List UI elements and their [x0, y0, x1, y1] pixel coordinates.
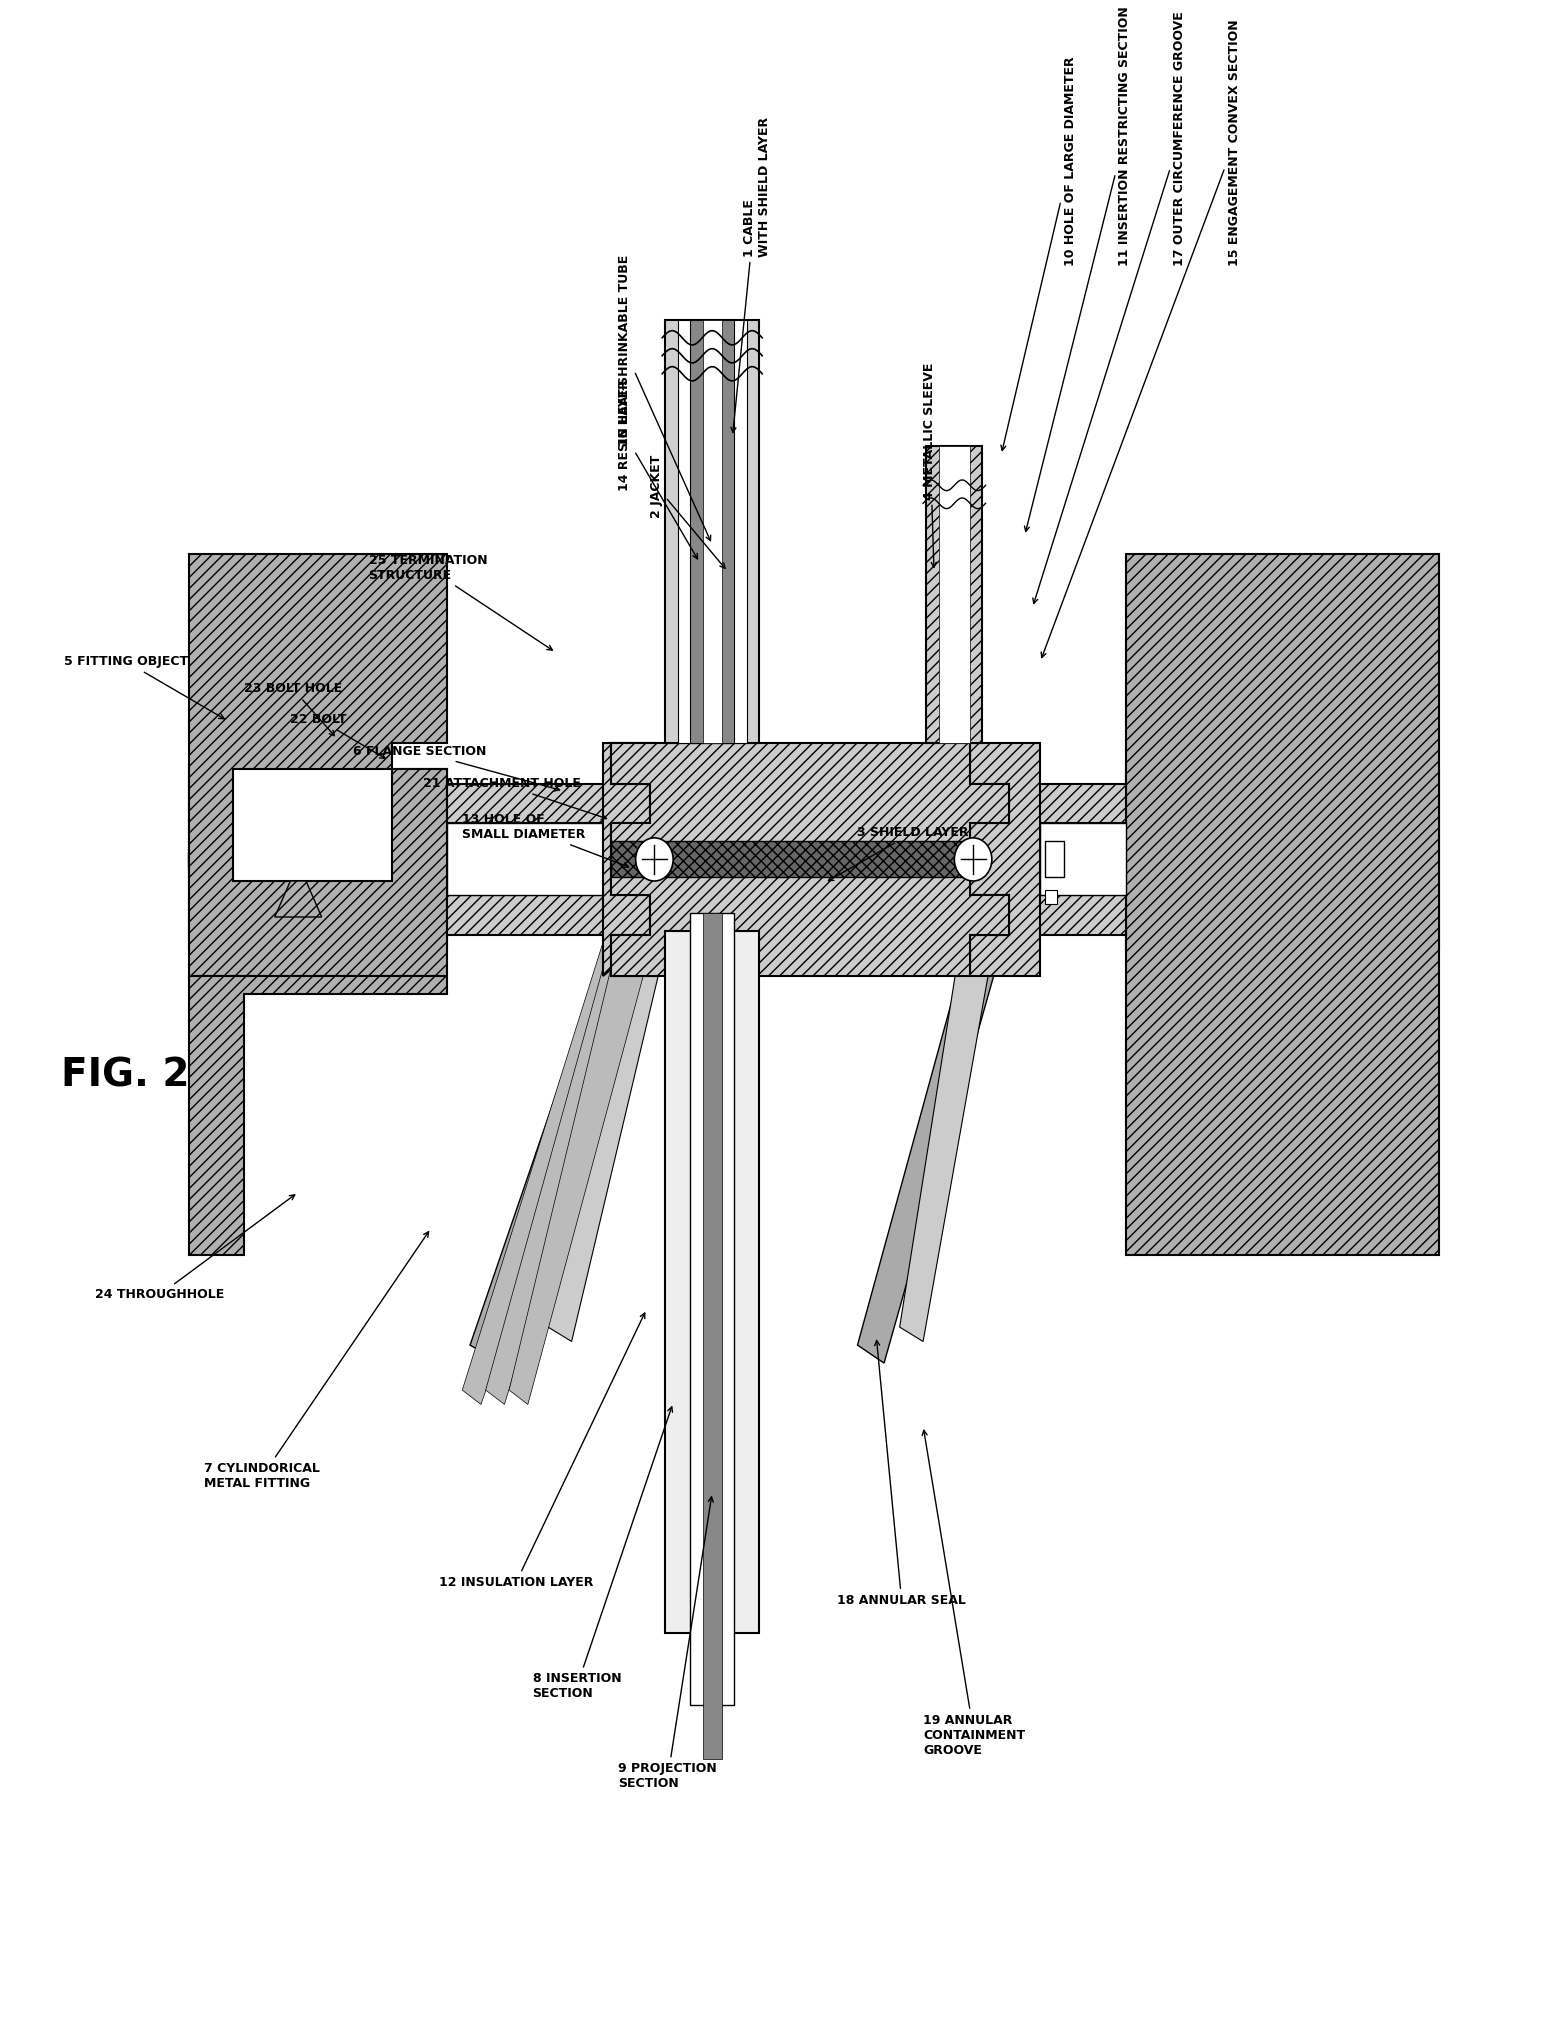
Polygon shape — [485, 940, 642, 1405]
Text: 25 TERMINATION
STRUCTURE: 25 TERMINATION STRUCTURE — [368, 554, 552, 650]
Bar — [703, 914, 721, 1758]
Text: 1 CABLE
WITH SHIELD LAYER: 1 CABLE WITH SHIELD LAYER — [731, 118, 772, 432]
Text: 10 HOLE OF LARGE DIAMETER: 10 HOLE OF LARGE DIAMETER — [1002, 57, 1077, 451]
Polygon shape — [509, 940, 649, 1405]
Text: 9 PROJECTION
SECTION: 9 PROJECTION SECTION — [618, 1496, 717, 1790]
Polygon shape — [1127, 769, 1438, 950]
Text: 13 HOLE OF
SMALL DIAMETER: 13 HOLE OF SMALL DIAMETER — [462, 814, 629, 867]
Text: 2 JACKET: 2 JACKET — [649, 455, 725, 568]
Bar — [703, 321, 721, 743]
Polygon shape — [610, 743, 1009, 976]
Bar — [678, 321, 747, 743]
Bar — [926, 447, 983, 743]
Bar — [1045, 889, 1058, 905]
Text: 7 CYLINDORICAL
METAL FITTING: 7 CYLINDORICAL METAL FITTING — [205, 1232, 429, 1490]
Bar — [690, 914, 734, 1705]
Text: 4 METALLIC SLEEVE: 4 METALLIC SLEEVE — [923, 361, 936, 566]
Text: 12 INSULATION LAYER: 12 INSULATION LAYER — [438, 1313, 645, 1589]
Text: 3 SHIELD LAYER: 3 SHIELD LAYER — [828, 826, 969, 881]
Polygon shape — [970, 743, 1041, 976]
Text: FIG. 2: FIG. 2 — [61, 1056, 189, 1094]
Polygon shape — [462, 940, 635, 1405]
Ellipse shape — [1360, 733, 1438, 985]
Polygon shape — [1127, 554, 1438, 1255]
Circle shape — [635, 838, 673, 881]
Ellipse shape — [189, 733, 268, 985]
Bar — [665, 932, 759, 1632]
Bar — [610, 842, 970, 877]
Text: 19 ANNULAR
CONTAINMENT
GROOVE: 19 ANNULAR CONTAINMENT GROOVE — [922, 1431, 1025, 1756]
Bar — [690, 321, 734, 743]
Bar — [1041, 824, 1127, 895]
Text: 22 BOLT: 22 BOLT — [291, 713, 385, 759]
Polygon shape — [189, 976, 446, 1255]
Polygon shape — [858, 936, 1002, 1362]
Bar — [665, 321, 759, 743]
Text: 24 THROUGHHOLE: 24 THROUGHHOLE — [95, 1196, 294, 1301]
Text: 8 INSERTION
SECTION: 8 INSERTION SECTION — [532, 1407, 673, 1701]
Polygon shape — [275, 881, 322, 918]
Text: 16 HEAT-SHRINKABLE TUBE: 16 HEAT-SHRINKABLE TUBE — [618, 254, 711, 540]
Polygon shape — [548, 932, 665, 1342]
Polygon shape — [900, 932, 994, 1342]
Bar — [446, 824, 610, 895]
Text: 15 ENGAGEMENT CONVEX SECTION: 15 ENGAGEMENT CONVEX SECTION — [1041, 18, 1241, 658]
Polygon shape — [189, 769, 446, 950]
Text: 23 BOLT HOLE: 23 BOLT HOLE — [244, 682, 341, 735]
Polygon shape — [470, 936, 665, 1362]
Bar — [233, 769, 391, 881]
Polygon shape — [189, 554, 446, 976]
Polygon shape — [603, 743, 657, 976]
Text: 5 FITTING OBJECT: 5 FITTING OBJECT — [64, 656, 224, 719]
Text: 14 RESIN LAYER: 14 RESIN LAYER — [618, 380, 698, 558]
Text: 18 ANNULAR SEAL: 18 ANNULAR SEAL — [837, 1340, 966, 1608]
Text: 21 ATTACHMENT HOLE: 21 ATTACHMENT HOLE — [423, 777, 607, 820]
Bar — [446, 784, 1127, 824]
Circle shape — [955, 838, 992, 881]
Text: 11 INSERTION RESTRICTING SECTION: 11 INSERTION RESTRICTING SECTION — [1025, 6, 1131, 532]
Bar — [446, 895, 1127, 936]
Text: 17 OUTER CIRCUMFERENCE GROOVE: 17 OUTER CIRCUMFERENCE GROOVE — [1033, 10, 1186, 603]
Text: 6 FLANGE SECTION: 6 FLANGE SECTION — [352, 745, 560, 792]
Bar — [1045, 842, 1064, 877]
Bar — [939, 447, 970, 743]
